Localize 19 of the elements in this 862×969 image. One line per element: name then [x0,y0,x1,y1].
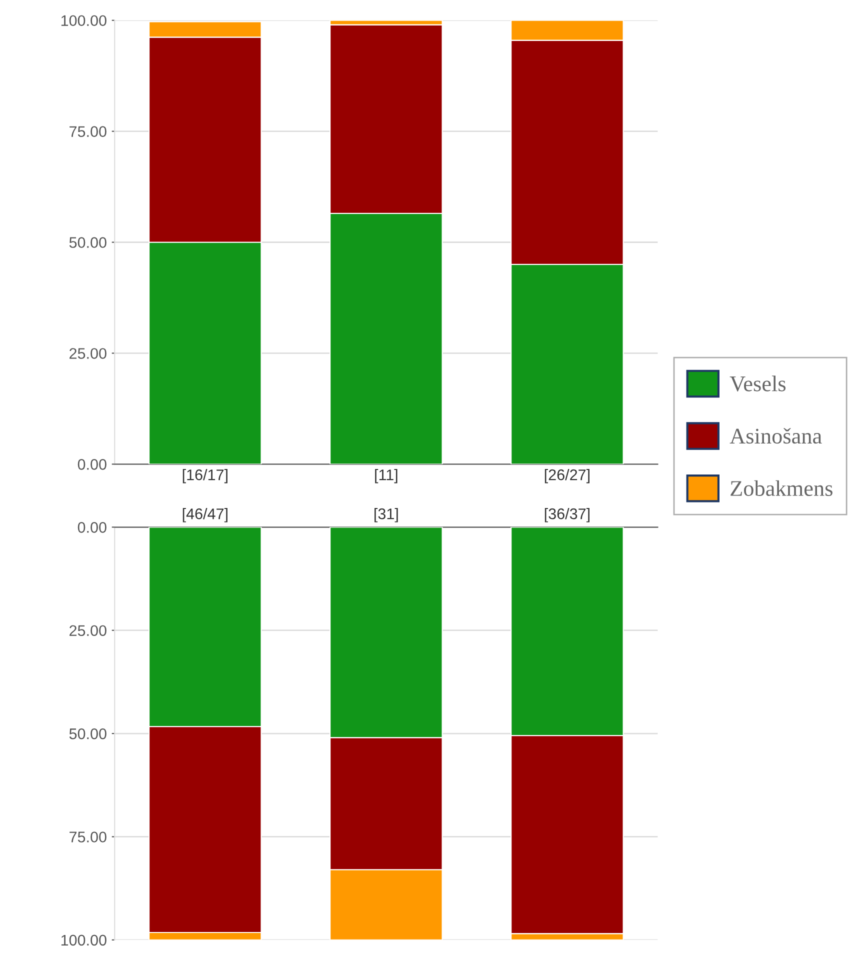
x-tick-label: [16/17] [182,469,228,484]
legend-label: Zobakmens [730,480,832,496]
y-tick-label: 50.00 [69,728,106,740]
y-tick-label: 100.00 [61,934,106,946]
x-tick-label: [36/37] [544,508,590,522]
x-tick-label: [46/47] [182,508,228,522]
y-tick-label: 75.00 [70,832,106,842]
y-tick-label: 100.00 [61,15,106,26]
y-tick-label: 0.00 [78,522,106,533]
y-tick-label: 50.00 [69,237,106,248]
y-tick-label: 0.00 [78,459,106,470]
y-tick-label: 75.00 [70,126,106,137]
legend-label: Asinošana [730,428,822,444]
legend-label: Vesels [730,376,786,392]
x-tick-label: [26/27] [544,469,590,484]
x-tick-label: [11] [375,469,398,484]
y-tick-label: 25.00 [70,348,106,359]
y-tick-label: 25.00 [70,625,106,636]
x-tick-label: [31] [374,508,398,522]
